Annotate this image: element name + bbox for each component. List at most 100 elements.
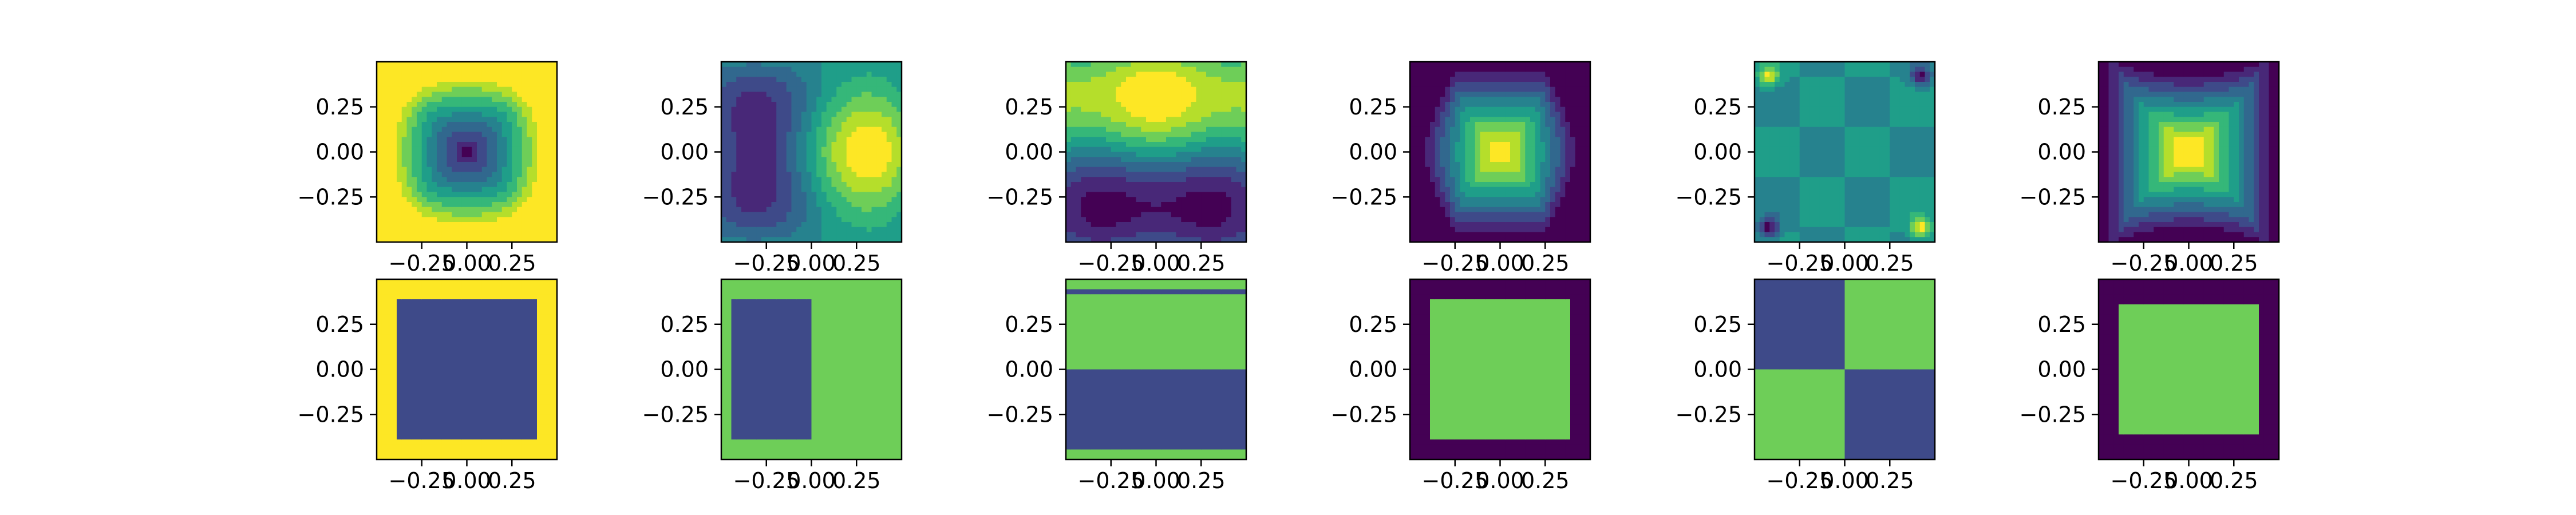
contour-cell: [381, 97, 388, 102]
contour-cell: [1555, 77, 1561, 82]
contour-cell: [1231, 167, 1237, 173]
contour-cell: [1111, 86, 1117, 93]
contour-cell: [1490, 227, 1496, 233]
contour-cell: [1445, 92, 1451, 97]
contour-cell: [386, 122, 392, 128]
contour-cell: [1186, 232, 1192, 237]
contour-cell: [806, 142, 812, 148]
contour-cell: [1076, 62, 1081, 68]
contour-cell: [1530, 142, 1536, 148]
contour-cell: [761, 117, 767, 122]
contour-cell: [796, 182, 802, 188]
contour-cell: [1101, 197, 1107, 203]
contour-cell: [846, 167, 852, 173]
contour-cell: [1450, 192, 1456, 197]
contour-cell: [472, 212, 477, 217]
contour-cell: [492, 237, 497, 243]
contour-cell: [527, 162, 532, 168]
contour-cell: [1455, 187, 1461, 193]
contour-cell: [1166, 117, 1172, 122]
contour-cell: [1211, 92, 1217, 97]
contour-cell: [1070, 126, 1077, 133]
contour-cell: [1116, 137, 1121, 142]
contour-cell: [1435, 192, 1441, 197]
contour-cell: [826, 66, 832, 73]
contour-cell: [1495, 177, 1501, 183]
contour-cell: [1530, 122, 1536, 128]
contour-cell: [1490, 192, 1496, 197]
contour-cell: [786, 112, 792, 117]
contour-cell: [846, 222, 852, 228]
contour-cell: [846, 82, 852, 88]
contour-cell: [381, 187, 388, 193]
contour-cell: [386, 146, 392, 153]
contour-cell: [512, 72, 517, 77]
contour-cell: [537, 97, 543, 102]
contour-cell: [1070, 66, 1077, 73]
contour-cell: [846, 187, 852, 193]
contour-cell: [1171, 77, 1177, 82]
contour-cell: [1070, 217, 1077, 223]
contour-cell: [507, 207, 512, 213]
contour-cell: [1480, 157, 1485, 163]
contour-cell: [781, 146, 787, 153]
contour-cell: [1121, 237, 1127, 243]
contour-cell: [841, 106, 847, 113]
contour-cell: [1410, 167, 1416, 173]
contour-cell: [1545, 82, 1551, 88]
contour-cell: [1460, 202, 1465, 208]
contour-cell: [426, 146, 432, 153]
contour-cell: [517, 92, 523, 97]
contour-cell: [1086, 72, 1092, 77]
contour-cell: [856, 202, 862, 208]
contour-cell: [1096, 167, 1101, 173]
contour-cell: [1136, 202, 1141, 208]
contour-cell: [806, 192, 812, 197]
contour-cell: [437, 192, 442, 197]
contour-cell: [786, 142, 792, 148]
contour-cell: [756, 102, 762, 108]
contour-cell: [417, 202, 422, 208]
contour-cell: [441, 237, 448, 243]
contour-cell: [547, 132, 552, 137]
contour-cell: [1161, 162, 1167, 168]
contour-cell: [1146, 202, 1152, 208]
contour-cell: [1460, 167, 1465, 173]
contour-cell: [1146, 182, 1152, 188]
contour-cell: [477, 217, 483, 223]
contour-cell: [1415, 72, 1421, 77]
contour-cell: [721, 222, 727, 228]
contour-cell: [1226, 97, 1232, 102]
contour-cell: [1191, 182, 1197, 188]
contour-cell: [891, 232, 897, 237]
contour-cell: [1241, 86, 1247, 93]
contour-cell: [1206, 137, 1212, 142]
contour-cell: [517, 192, 523, 197]
contour-cell: [1550, 217, 1556, 223]
contour-cell: [1106, 122, 1112, 128]
contour-cell: [1460, 162, 1465, 168]
contour-cell: [871, 97, 877, 102]
contour-cell: [1191, 217, 1197, 223]
contour-cell: [432, 62, 437, 68]
contour-cell: [1186, 137, 1192, 142]
contour-cell: [1510, 167, 1516, 173]
contour-cell: [1126, 77, 1132, 82]
contour-cell: [801, 237, 807, 243]
contour-cell: [726, 112, 732, 117]
contour-cell: [1081, 142, 1086, 148]
contour-cell: [1410, 152, 1416, 157]
contour-cell: [1495, 117, 1501, 122]
contour-cell: [1470, 82, 1476, 88]
contour-cell: [1525, 146, 1531, 153]
contour-cell: [771, 97, 777, 102]
contour-cell: [1206, 97, 1212, 102]
contour-cell: [1485, 146, 1491, 153]
contour-cell: [1455, 97, 1461, 102]
contour-cell: [1156, 182, 1161, 188]
contour-cell: [1076, 126, 1081, 133]
contour-cell: [1161, 187, 1167, 193]
contour-cell: [1505, 207, 1511, 213]
contour-cell: [537, 232, 543, 237]
contour-cell: [876, 177, 882, 183]
